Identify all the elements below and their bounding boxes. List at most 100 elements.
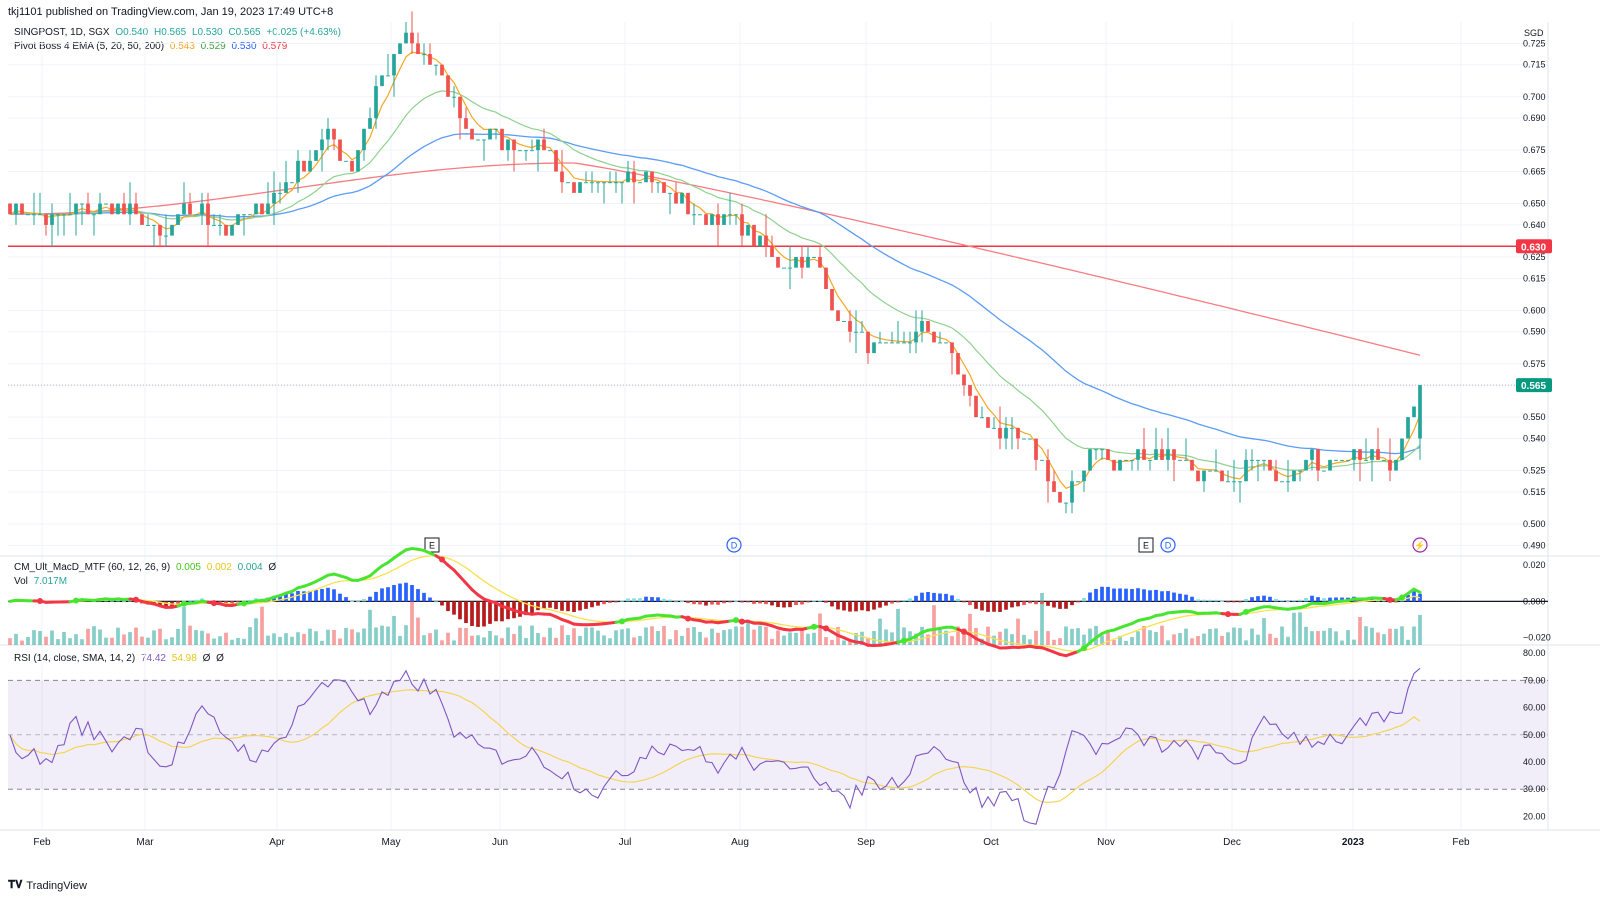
candle-body <box>434 64 438 66</box>
volume-bar <box>938 628 942 645</box>
candle-body <box>542 139 546 151</box>
price-tick-label: 0.550 <box>1523 412 1546 422</box>
volume-bar <box>494 635 498 645</box>
macd-cross-dot <box>73 597 79 604</box>
macd-cross-dot <box>37 598 43 605</box>
macd-hist-bar <box>1184 594 1188 602</box>
split-marker-icon[interactable] <box>1412 537 1428 553</box>
macd-hist-bar <box>1028 601 1032 604</box>
candle-body <box>1106 449 1110 460</box>
volume-bar <box>1280 626 1284 645</box>
macd-cross-dot <box>823 625 829 632</box>
rsi-empty-2: Ø <box>216 653 224 664</box>
earnings-marker-icon[interactable] <box>1138 537 1154 553</box>
volume-bar <box>284 633 288 645</box>
volume-bar <box>1082 634 1086 645</box>
volume-bar <box>86 628 90 645</box>
candle-body <box>842 321 846 323</box>
last-price-badge-bg <box>1516 378 1552 393</box>
candle-body <box>308 160 312 172</box>
candle-body <box>1412 406 1416 418</box>
macd-hist-bar <box>428 597 432 602</box>
macd-hist-bar <box>1034 601 1038 605</box>
candle-body <box>638 182 642 184</box>
volume-bar <box>1244 640 1248 645</box>
macd-hist-bar <box>662 598 666 602</box>
macd-cross-dot <box>739 618 745 625</box>
candle-body <box>32 214 36 216</box>
dividend-marker-icon[interactable] <box>1160 537 1176 553</box>
macd-hist-bar <box>1238 601 1242 603</box>
candle-body <box>674 192 678 204</box>
macd-hist-bar <box>314 590 318 602</box>
macd-hist-bar <box>1142 589 1146 602</box>
macd-legend-label[interactable]: CM_Ult_MacD_MTF (60, 12, 26, 9) <box>14 562 171 573</box>
ema-legend-label[interactable]: Pivot Boss 4 EMA (5, 20, 50, 200) <box>14 41 165 52</box>
volume-bar <box>548 627 552 645</box>
macd-hist-bar <box>812 600 816 602</box>
candle-body <box>764 235 768 247</box>
volume-bar <box>416 617 420 645</box>
macd-hist-bar <box>728 601 732 603</box>
candle-body <box>950 342 954 354</box>
price-tick-label: 0.715 <box>1523 60 1546 70</box>
candle-body <box>1148 459 1152 461</box>
volume-bar <box>98 629 102 645</box>
rsi-line <box>9 667 1421 825</box>
macd-hist-bar <box>1016 601 1020 607</box>
candle-body <box>182 203 186 215</box>
dividend-marker-icon[interactable] <box>726 537 742 553</box>
candle-body <box>1322 470 1326 472</box>
volume-label[interactable]: Vol <box>14 576 28 587</box>
candle-body <box>1166 449 1170 460</box>
candle-body <box>1406 417 1410 439</box>
symbol-name[interactable]: SINGPOST, 1D, SGX <box>14 27 110 38</box>
volume-bar <box>470 635 474 645</box>
macd-hist-bar <box>1076 601 1080 603</box>
candle-body <box>1124 459 1128 461</box>
volume-bar <box>320 640 324 645</box>
macd-hist-bar <box>350 601 354 603</box>
volume-bar <box>128 632 132 645</box>
macd-cross-dot <box>1081 645 1087 652</box>
ema5-value: 0.543 <box>169 41 195 52</box>
rsi-legend-label[interactable]: RSI (14, close, SMA, 14, 2) <box>14 653 136 664</box>
candle-body <box>1298 470 1302 472</box>
macd-hist-bar <box>944 593 948 602</box>
volume-bar <box>860 631 864 645</box>
volume-bar <box>1316 631 1320 645</box>
macd-cross-dot <box>1399 594 1405 601</box>
volume-bar <box>812 632 816 645</box>
earnings-marker-icon[interactable] <box>424 537 440 553</box>
volume-bar <box>488 630 492 645</box>
rsi-tick-label: 50.00 <box>1523 730 1546 740</box>
macd-hist-bar <box>830 601 834 607</box>
volume-bar <box>182 606 186 645</box>
volume-bar <box>890 632 894 645</box>
candle-body <box>410 32 414 44</box>
price-tick-label: 0.725 <box>1523 38 1546 48</box>
candle-body <box>230 224 234 236</box>
volume-bar <box>722 630 726 645</box>
candle-body <box>194 214 198 216</box>
volume-bar <box>1292 612 1296 645</box>
candle-body <box>302 160 306 172</box>
macd-hist-bar <box>1304 598 1308 602</box>
macd-hist-bar <box>896 601 900 603</box>
macd-legend: CM_Ult_MacD_MTF (60, 12, 26, 9) 0.005 0.… <box>14 562 279 573</box>
price-tick-label: 0.490 <box>1523 540 1546 550</box>
volume-bar <box>1088 628 1092 645</box>
macd-hist-bar <box>128 600 132 602</box>
candle-body <box>332 128 336 140</box>
candle-body <box>518 150 522 152</box>
candle-body <box>704 214 708 225</box>
candle-body <box>1010 427 1014 429</box>
macd-hist-bar <box>992 601 996 612</box>
volume-bar <box>716 632 720 645</box>
candle-body <box>584 182 588 184</box>
volume-bar <box>1184 628 1188 645</box>
volume-bar <box>872 631 876 645</box>
macd-hist-bar <box>374 591 378 602</box>
macd-hist-bar <box>758 601 762 604</box>
